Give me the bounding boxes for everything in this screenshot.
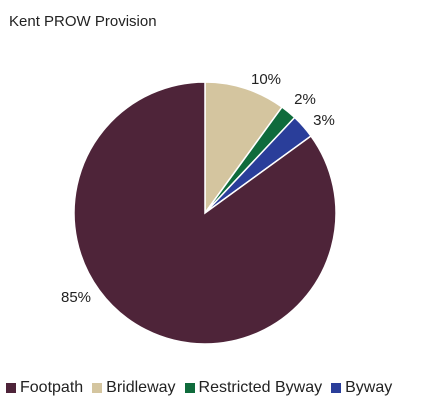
- data-label-byway: 3%: [313, 112, 335, 129]
- legend-item-bridleway: Bridleway: [92, 379, 176, 397]
- data-label-bridleway: 10%: [251, 71, 281, 88]
- legend-item-footpath: Footpath: [6, 379, 83, 397]
- chart-title: Kent PROW Provision: [9, 13, 157, 30]
- pie-slice-footpath: [73, 81, 337, 345]
- pie-slice-bridleway: [204, 81, 284, 216]
- data-label-footpath: 85%: [61, 289, 91, 306]
- legend-label-bridleway: Bridleway: [106, 379, 176, 396]
- legend-label-footpath: Footpath: [20, 379, 84, 396]
- legend-swatch-bridleway: [92, 383, 103, 393]
- legend-swatch-byway: [331, 383, 342, 393]
- legend-swatch-restricted-byway: [184, 383, 195, 393]
- legend-item-byway: Byway: [331, 379, 392, 397]
- legend: Footpath Bridleway Restricted Byway Byway: [6, 378, 392, 398]
- legend-label-restricted-byway: Restricted Byway: [198, 379, 323, 396]
- legend-swatch-footpath: [6, 383, 16, 393]
- legend-item-restricted-byway: Restricted Byway: [184, 379, 323, 397]
- data-label-restricted-byway: 2%: [294, 91, 316, 108]
- legend-label-byway: Byway: [345, 379, 393, 396]
